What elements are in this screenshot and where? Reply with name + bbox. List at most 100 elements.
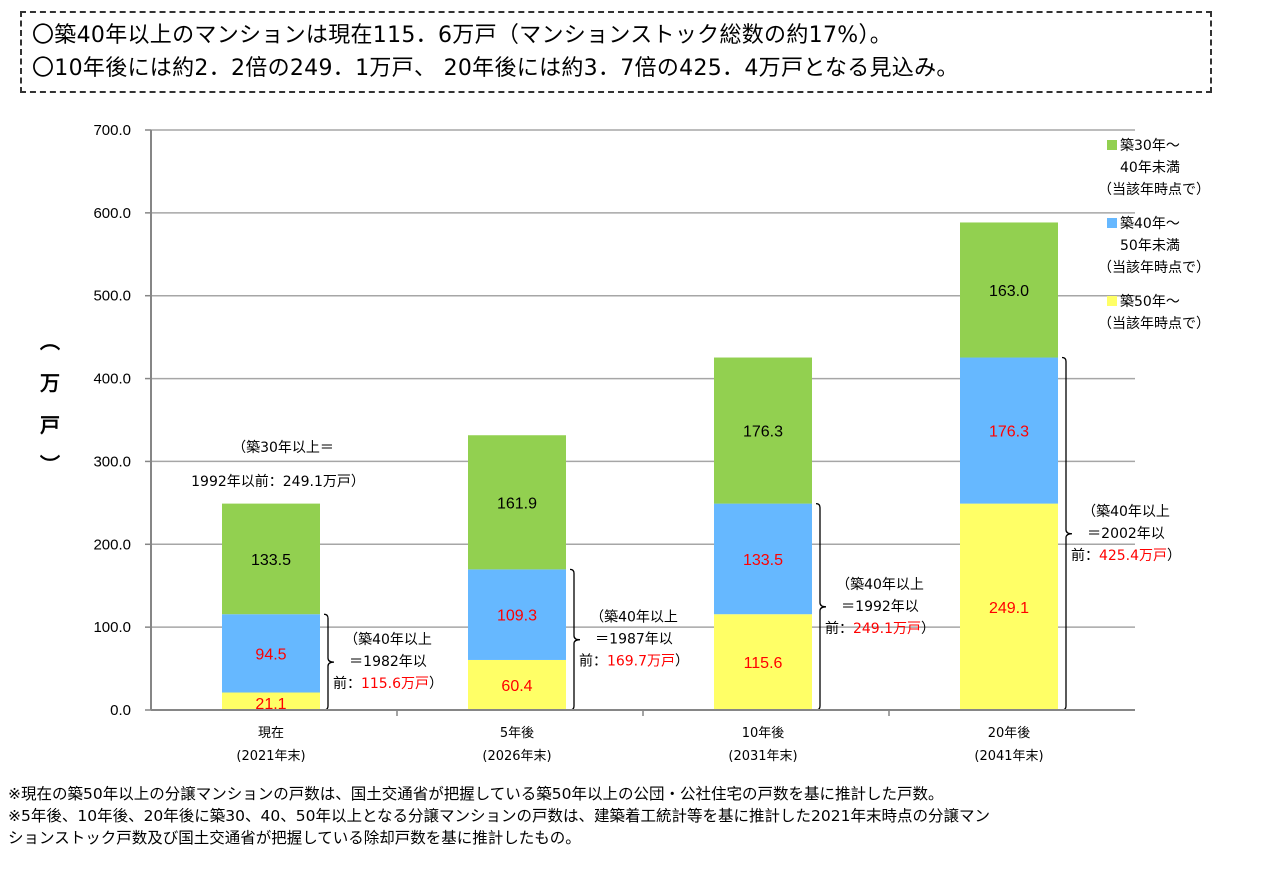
y-tick-label: 300.0 — [93, 453, 131, 470]
bar-segment — [714, 357, 812, 504]
bar-value-label: 21.1 — [255, 696, 286, 713]
footnote-line-2: ※5年後、10年後、20年後に築30、40、50年以上となる分譲マンションの戸数… — [8, 807, 990, 825]
bars: 21.1 94.5 133.5 60.4 109.3 161.9 115.6 133.5 176… — [222, 222, 1058, 713]
legend: 築30年～40年未満（当該年時点で）築40年～50年未満（当該年時点で）築50年… — [1098, 138, 1210, 332]
y-axis-label-char: 万 — [39, 371, 60, 395]
bar-segment — [960, 222, 1058, 358]
headline-line-2: 〇10年後には約2．2倍の249．1万戸、 20年後には約3．7倍の425．4万… — [32, 56, 959, 81]
top-annotation: （築30年以上＝ 1992年以前：249.1万戸） — [191, 440, 365, 490]
y-tick-label: 200.0 — [93, 536, 131, 553]
stacked-bar-chart: 0.0 100.0 200.0 300.0 400.0 500.0 600.0 700.0 2… — [39, 122, 1210, 764]
bracket-annotation-suffix: ） — [675, 654, 689, 670]
legend-swatch — [1107, 296, 1117, 306]
bar-segment — [468, 569, 566, 660]
bar-segment — [222, 692, 320, 710]
legend-entry: 築30年～ 40年未満 （当該年時点で） — [1098, 138, 1210, 198]
bar-value-label: 60.4 — [501, 678, 532, 695]
headline-box: 〇築40年以上のマンションは現在115．6万戸（マンションストック総数の約17%… — [20, 11, 1212, 93]
legend-label: （当該年時点で） — [1098, 260, 1210, 276]
bar-segment — [468, 435, 566, 570]
bracket-annotation-prefix: 前： — [333, 675, 361, 692]
y-axis-label-char: ︶ — [40, 453, 60, 477]
bar-segment — [960, 503, 1058, 710]
bar-segment — [222, 503, 320, 615]
bracket-annotation-prefix: 前： — [579, 653, 607, 670]
x-category-sublabel: (2031年末) — [728, 749, 797, 764]
bracket-annotation-line-3: 前：249.1万戸） — [825, 620, 935, 637]
top-note-line-2: 1992年以前：249.1万戸） — [191, 473, 365, 490]
bar-segment — [714, 503, 812, 615]
bracket-annotation-line-1: （築40年以上 — [836, 577, 924, 593]
legend-entry: 築40年～ 50年未満 （当該年時点で） — [1098, 216, 1210, 276]
bracket-annotation-line-1: （築40年以上 — [1082, 504, 1170, 520]
y-axis-label-char: ︵ — [40, 329, 60, 353]
x-axis-labels: 現在 (2021年末) 5年後 (2026年末) 10年後 (2031年末) 20年後 (20… — [236, 726, 1043, 764]
bar-value-label: 115.6 — [744, 655, 783, 672]
legend-label: （当該年時点で） — [1098, 182, 1210, 198]
bracket-annotation-value: 425.4万戸 — [1099, 548, 1167, 564]
bracket-annotation-line-3: 前：115.6万戸） — [333, 675, 443, 692]
bar-value-label: 133.5 — [743, 552, 783, 569]
y-axis-ticks: 0.0 100.0 200.0 300.0 400.0 500.0 600.0 700.0 — [93, 122, 151, 719]
footnotes: ※現在の築50年以上の分譲マンションの戸数は、国土交通省が把握している築50年以… — [8, 783, 1272, 849]
bracket — [569, 568, 581, 711]
x-category-label: 10年後 — [742, 726, 785, 741]
bar-value-label: 176.3 — [743, 424, 783, 441]
legend-label: 築30年～ — [1120, 138, 1180, 154]
axes — [150, 130, 1135, 716]
y-tick-label: 400.0 — [93, 371, 131, 388]
bar-value-label: 133.5 — [251, 552, 291, 569]
y-tick-label: 600.0 — [93, 205, 131, 222]
bar-value-label: 176.3 — [989, 424, 1029, 441]
legend-label: 50年未満 — [1120, 238, 1180, 254]
bracket-annotation-line-2: ＝1992年以 — [841, 599, 919, 615]
legend-label: 40年未満 — [1120, 160, 1180, 176]
bar-value-label: 249.1 — [989, 600, 1029, 617]
bracket — [1061, 356, 1073, 711]
legend-label: 築50年～ — [1120, 294, 1180, 310]
bracket-annotation-line-3: 前：169.7万戸） — [579, 653, 689, 670]
footnote-line-1: ※現在の築50年以上の分譲マンションの戸数は、国土交通省が把握している築50年以… — [8, 785, 944, 803]
x-category-label: 現在 — [258, 726, 284, 741]
bracket-annotation-value: 115.6万戸 — [361, 676, 429, 692]
top-note-line-1: （築30年以上＝ — [232, 440, 334, 456]
bracket-annotation-value: 249.1万戸 — [853, 621, 921, 637]
bar-segment — [714, 614, 812, 710]
legend-label: 築40年～ — [1120, 216, 1180, 232]
legend-entry: 築50年～ （当該年時点で） — [1098, 294, 1210, 332]
bracket-annotation-suffix: ） — [429, 676, 443, 692]
bracket-annotation-value: 169.7万戸 — [607, 654, 675, 670]
bracket-annotation-line-2: ＝2002年以 — [1087, 526, 1165, 542]
bar-value-label: 161.9 — [497, 495, 537, 512]
x-category-label: 20年後 — [988, 726, 1031, 741]
bar-segment — [222, 614, 320, 693]
legend-label: （当該年時点で） — [1098, 316, 1210, 332]
y-axis-label-char: 戸 — [40, 413, 60, 437]
bracket — [323, 613, 335, 711]
bar-segment — [468, 659, 566, 710]
bracket-annotation-line-1: （築40年以上 — [344, 632, 432, 648]
headline-line-1: 〇築40年以上のマンションは現在115．6万戸（マンションストック総数の約17%… — [32, 23, 893, 48]
legend-swatch — [1107, 218, 1117, 228]
y-tick-label: 100.0 — [93, 619, 131, 636]
brackets: （築40年以上＝1982年以前：115.6万戸）（築40年以上＝1987年以前：… — [323, 356, 1181, 711]
x-category-label: 5年後 — [500, 726, 534, 741]
legend-swatch — [1107, 140, 1117, 150]
bar-value-label: 109.3 — [497, 608, 537, 625]
bracket-annotation-prefix: 前： — [825, 620, 853, 637]
x-category-sublabel: (2021年末) — [236, 749, 305, 764]
bar-segment — [960, 357, 1058, 504]
bracket-annotation-prefix: 前： — [1071, 547, 1099, 564]
bracket — [815, 502, 827, 711]
bracket-annotation-line-3: 前：425.4万戸） — [1071, 547, 1181, 564]
y-tick-label: 700.0 — [93, 122, 131, 139]
bracket-annotation-suffix: ） — [921, 621, 935, 637]
bar-value-label: 163.0 — [989, 283, 1029, 300]
bracket-annotation-line-2: ＝1987年以 — [595, 632, 673, 648]
x-category-sublabel: (2041年末) — [974, 749, 1043, 764]
bar-value-label: 94.5 — [255, 646, 286, 663]
y-axis-label: ︵ 万戸 ︶ — [39, 329, 60, 477]
bracket-annotation-line-2: ＝1982年以 — [349, 654, 427, 670]
bracket-annotation-line-1: （築40年以上 — [590, 610, 678, 626]
footnote-line-3: ションストック戸数及び国土交通省が把握している除却戸数を基に推計したもの。 — [8, 829, 581, 847]
